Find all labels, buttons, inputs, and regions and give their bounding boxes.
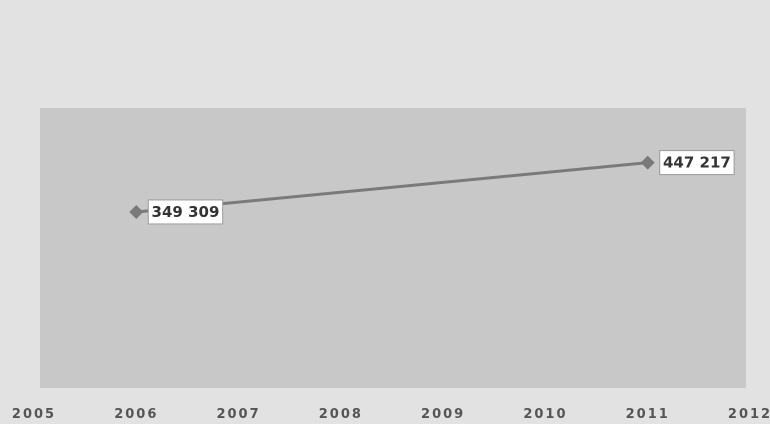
x-tick-label: 2005 — [12, 407, 56, 422]
x-tick-label: 2007 — [216, 407, 260, 422]
data-label-box — [147, 199, 224, 225]
plot-area — [40, 108, 746, 388]
data-label-box — [659, 150, 735, 176]
x-tick-label: 2009 — [421, 407, 465, 422]
x-tick-label: 2011 — [626, 407, 670, 422]
data-label: 447 217 — [663, 154, 731, 172]
data-label: 349 309 — [152, 203, 220, 221]
x-tick-label: 2008 — [319, 407, 363, 422]
x-tick-label: 2006 — [114, 407, 158, 422]
x-tick-label: 2010 — [523, 407, 567, 422]
data-point-marker — [640, 155, 655, 170]
x-tick-label: 2012 — [728, 407, 770, 422]
data-point-marker — [129, 204, 144, 219]
